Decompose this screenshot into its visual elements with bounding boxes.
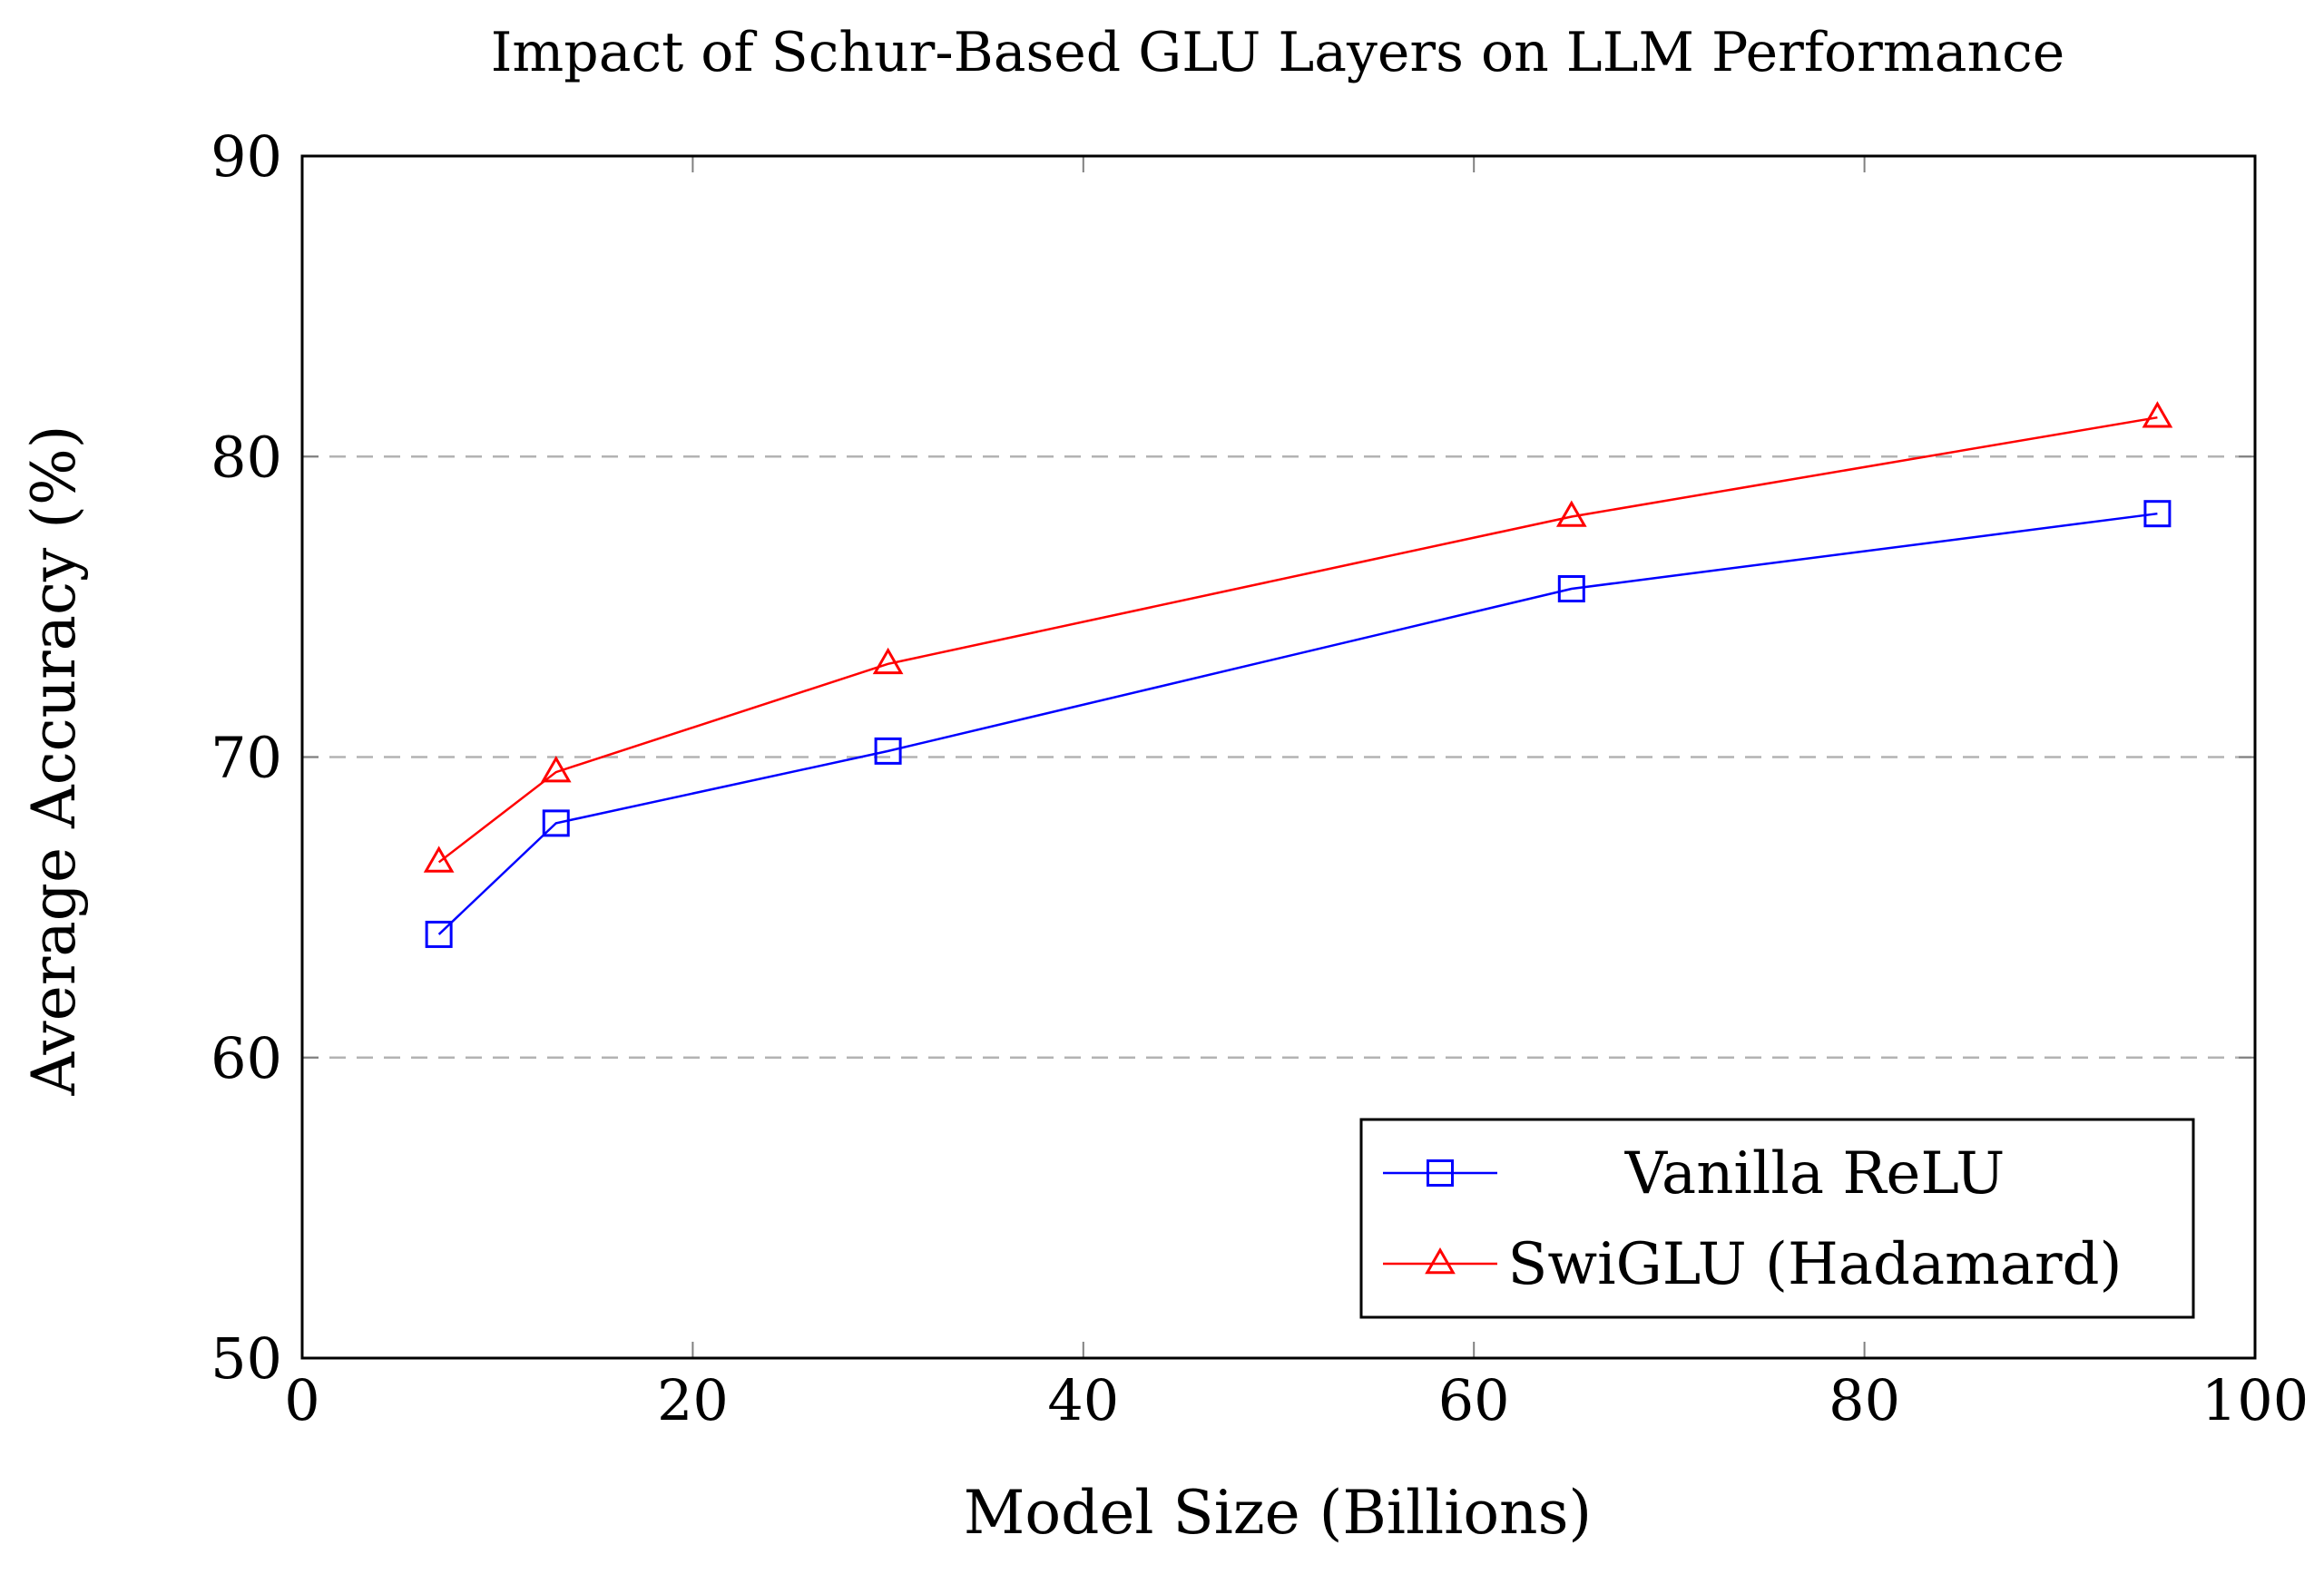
- series-group: [423, 401, 2173, 948]
- grid-lines: [302, 455, 2255, 1059]
- legend-marker-0: [1427, 1159, 1454, 1187]
- y-tick-label-80: 80: [211, 424, 282, 490]
- legend: Vanilla ReLU SwiGLU (Hadamard): [1359, 1118, 2195, 1319]
- x-tick-label-40: 40: [1047, 1367, 1119, 1433]
- data-point-1-1: [540, 756, 572, 783]
- data-point-1-2: [872, 647, 904, 675]
- y-axis-label: Average Accuracy (%): [19, 425, 89, 1097]
- y-tick-label-70: 70: [211, 725, 282, 791]
- data-point-1-4: [2142, 401, 2173, 428]
- y-tick-label-90: 90: [211, 123, 282, 190]
- x-tick-label-80: 80: [1829, 1367, 1900, 1433]
- data-point-0-1: [542, 809, 570, 837]
- x-tick-label-20: 20: [657, 1367, 729, 1433]
- data-point-0-2: [874, 737, 902, 765]
- y-tick-label-50: 50: [211, 1325, 282, 1392]
- series-line-0: [437, 512, 2158, 935]
- series-0: [425, 500, 2172, 948]
- data-point-1-0: [423, 846, 455, 873]
- data-point-1-3: [1555, 500, 1587, 527]
- data-point-0-3: [1557, 575, 1585, 602]
- chart-title: Impact of Schur-Based GLU Layers on LLM …: [491, 21, 2065, 84]
- legend-label-1: SwiGLU (Hadamard): [1508, 1231, 2123, 1298]
- x-tick-label-100: 100: [2201, 1367, 2309, 1433]
- legend-marker-1: [1425, 1246, 1456, 1275]
- x-tick-label-0: 0: [284, 1367, 319, 1433]
- legend-label-0: Vanilla ReLU: [1624, 1140, 2005, 1207]
- y-tick-label-60: 60: [211, 1025, 282, 1091]
- data-point-0-4: [2143, 500, 2172, 528]
- plot-frame: [300, 154, 2257, 1360]
- series-1: [423, 401, 2173, 873]
- axis-tick-labels: 50 60 70 80 90 0 20 40 60 80 100: [211, 123, 2309, 1433]
- x-axis-label: Model Size (Billions): [964, 1478, 1592, 1548]
- series-line-1: [437, 415, 2158, 864]
- data-point-0-0: [425, 920, 453, 948]
- legend-box: [1359, 1118, 2195, 1319]
- x-tick-label-60: 60: [1438, 1367, 1510, 1433]
